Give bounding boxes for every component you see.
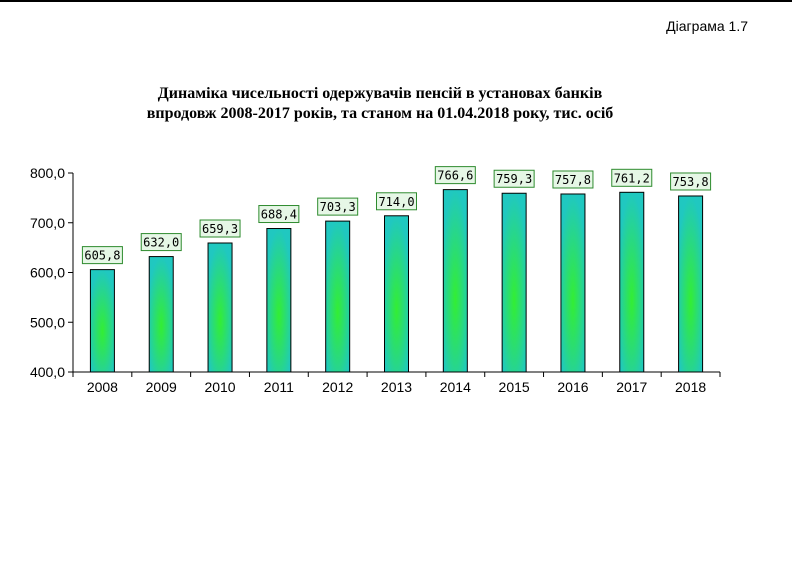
data-label: 659,3 bbox=[202, 222, 238, 236]
data-label: 605,8 bbox=[84, 249, 120, 263]
bar bbox=[266, 228, 292, 373]
x-tick-label: 2012 bbox=[322, 379, 353, 395]
data-label-box bbox=[670, 172, 712, 191]
x-tick-label: 2018 bbox=[675, 379, 706, 395]
data-label-box bbox=[434, 166, 476, 185]
x-tick-label: 2011 bbox=[264, 379, 294, 395]
data-label-box bbox=[376, 192, 417, 211]
chart-title-line-2: впродовж 2008-2017 років, та станом на 0… bbox=[146, 105, 614, 122]
data-label-box bbox=[611, 168, 653, 187]
y-tick-label: 800,0 bbox=[30, 165, 65, 181]
data-label-box bbox=[199, 219, 241, 238]
x-tick-label: 2017 bbox=[616, 379, 647, 395]
x-tick-label: 2015 bbox=[499, 379, 530, 395]
chart-title-line-1: Динаміка чисельності одержувачів пенсій … bbox=[157, 85, 603, 102]
x-tick-label: 2016 bbox=[557, 379, 588, 395]
bar bbox=[678, 195, 704, 373]
data-label-box bbox=[552, 170, 594, 189]
bar bbox=[325, 220, 351, 373]
data-label: 703,3 bbox=[320, 200, 356, 214]
bar bbox=[384, 215, 409, 373]
y-tick-label: 600,0 bbox=[30, 265, 65, 281]
data-label-box bbox=[317, 197, 359, 216]
bar bbox=[619, 191, 645, 373]
bar bbox=[560, 193, 586, 373]
data-label: 757,8 bbox=[555, 173, 591, 187]
data-label-box bbox=[258, 205, 300, 224]
data-label: 753,8 bbox=[673, 175, 709, 189]
x-tick-label: 2014 bbox=[440, 379, 471, 395]
data-label: 766,6 bbox=[437, 169, 473, 183]
y-tick-label: 700,0 bbox=[30, 215, 65, 231]
bar bbox=[207, 242, 233, 373]
bar bbox=[442, 189, 468, 373]
top-border-line bbox=[0, 0, 792, 2]
y-tick-label: 400,0 bbox=[30, 364, 65, 380]
data-label: 761,2 bbox=[614, 171, 650, 185]
data-label-box bbox=[493, 169, 535, 188]
data-label: 714,0 bbox=[378, 195, 414, 209]
data-label: 632,0 bbox=[143, 236, 179, 250]
bar bbox=[148, 256, 174, 373]
bar bbox=[501, 192, 527, 373]
x-tick-label: 2010 bbox=[204, 379, 235, 395]
x-tick-label: 2008 bbox=[87, 379, 118, 395]
y-tick-label: 500,0 bbox=[30, 314, 65, 330]
diagram-number-label: Діаграма 1.7 bbox=[666, 18, 748, 34]
chart-title: Динаміка чисельності одержувачів пенсій … bbox=[60, 84, 700, 124]
data-label: 759,3 bbox=[496, 172, 532, 186]
data-label: 688,4 bbox=[261, 208, 297, 222]
data-label-box bbox=[81, 246, 123, 265]
x-tick-label: 2013 bbox=[381, 379, 412, 395]
bar bbox=[89, 269, 115, 373]
data-label-box bbox=[140, 233, 182, 252]
x-tick-label: 2009 bbox=[146, 379, 177, 395]
